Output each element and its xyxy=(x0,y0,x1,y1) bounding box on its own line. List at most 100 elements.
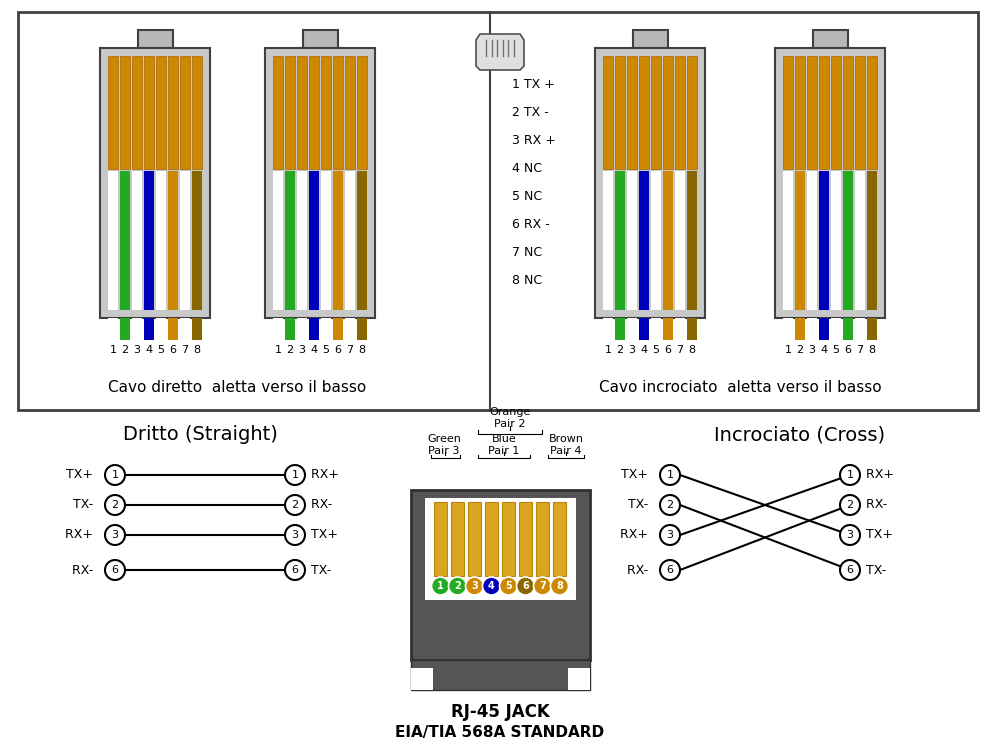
Bar xyxy=(783,324,793,327)
Bar xyxy=(807,241,817,249)
Circle shape xyxy=(285,495,305,515)
Text: 6: 6 xyxy=(664,345,672,355)
Bar xyxy=(603,241,613,249)
Bar xyxy=(831,171,841,179)
Text: 8: 8 xyxy=(193,345,201,355)
Text: 3: 3 xyxy=(629,345,636,355)
Circle shape xyxy=(840,560,860,580)
Bar xyxy=(108,185,118,193)
Circle shape xyxy=(105,560,125,580)
Bar xyxy=(108,199,118,207)
Bar xyxy=(156,56,166,170)
Bar xyxy=(675,241,685,249)
Bar xyxy=(651,171,661,179)
Bar xyxy=(108,213,118,221)
Bar xyxy=(603,213,613,221)
Bar xyxy=(297,282,307,290)
Bar xyxy=(603,255,613,262)
Bar xyxy=(273,171,283,310)
Bar xyxy=(595,48,705,318)
Bar xyxy=(663,171,673,310)
Bar xyxy=(807,282,817,290)
Bar xyxy=(120,56,130,170)
Text: 6: 6 xyxy=(112,565,119,575)
Bar xyxy=(192,56,202,170)
Text: 8: 8 xyxy=(688,345,696,355)
Bar xyxy=(675,199,685,207)
Bar xyxy=(831,268,841,276)
Bar xyxy=(132,213,142,221)
Bar xyxy=(156,241,166,249)
Bar xyxy=(180,255,190,262)
Bar xyxy=(132,268,142,276)
Text: 3: 3 xyxy=(666,530,674,540)
Bar xyxy=(138,30,173,48)
Text: 1: 1 xyxy=(292,470,298,480)
Bar xyxy=(867,318,877,340)
Bar xyxy=(603,296,613,303)
Bar xyxy=(321,227,331,234)
Circle shape xyxy=(660,465,680,485)
Circle shape xyxy=(660,525,680,545)
Bar xyxy=(807,329,817,332)
Bar xyxy=(603,185,613,193)
Text: RX-: RX- xyxy=(862,499,887,511)
Bar xyxy=(783,199,793,207)
Bar xyxy=(108,268,118,276)
Bar xyxy=(156,227,166,234)
Bar xyxy=(273,255,283,262)
Bar xyxy=(321,318,331,340)
Bar xyxy=(345,199,355,207)
Bar xyxy=(663,318,673,340)
Text: Green
Pair 3: Green Pair 3 xyxy=(427,434,461,456)
Bar xyxy=(321,241,331,249)
Bar xyxy=(783,227,793,234)
Text: 1: 1 xyxy=(274,345,282,355)
Bar xyxy=(675,318,685,321)
Bar xyxy=(807,185,817,193)
Bar xyxy=(345,241,355,249)
Bar xyxy=(783,241,793,249)
Bar xyxy=(675,185,685,193)
Circle shape xyxy=(285,560,305,580)
Bar xyxy=(297,185,307,193)
Bar xyxy=(855,268,865,276)
Bar xyxy=(297,56,307,170)
Bar xyxy=(297,171,307,310)
Bar xyxy=(273,199,283,207)
Bar xyxy=(651,241,661,249)
Bar xyxy=(273,282,283,290)
Bar xyxy=(180,56,190,170)
Bar xyxy=(309,171,319,310)
Text: Orange
Pair 2: Orange Pair 2 xyxy=(489,407,531,429)
Bar xyxy=(180,334,190,337)
Text: 5: 5 xyxy=(505,581,512,591)
Bar xyxy=(627,199,637,207)
Text: RX+: RX+ xyxy=(862,469,894,481)
Bar xyxy=(144,56,154,170)
Bar xyxy=(156,318,166,321)
Bar xyxy=(108,334,118,337)
Bar xyxy=(345,213,355,221)
Text: TX-: TX- xyxy=(307,563,331,577)
Bar xyxy=(831,318,841,321)
Bar xyxy=(831,213,841,221)
Bar xyxy=(156,329,166,332)
Bar xyxy=(603,56,613,170)
Text: 3 RX +: 3 RX + xyxy=(512,134,556,147)
Circle shape xyxy=(840,525,860,545)
Text: 8 NC: 8 NC xyxy=(512,275,542,288)
Bar xyxy=(345,318,355,340)
Bar xyxy=(603,171,613,179)
Bar xyxy=(687,171,697,310)
Bar xyxy=(108,329,118,332)
Bar xyxy=(807,213,817,221)
Bar xyxy=(108,171,118,310)
Text: 1: 1 xyxy=(784,345,792,355)
Bar xyxy=(807,324,817,327)
Circle shape xyxy=(516,577,534,595)
Text: 2: 2 xyxy=(846,500,854,510)
Circle shape xyxy=(466,577,484,595)
Bar xyxy=(603,318,613,340)
Bar xyxy=(297,199,307,207)
